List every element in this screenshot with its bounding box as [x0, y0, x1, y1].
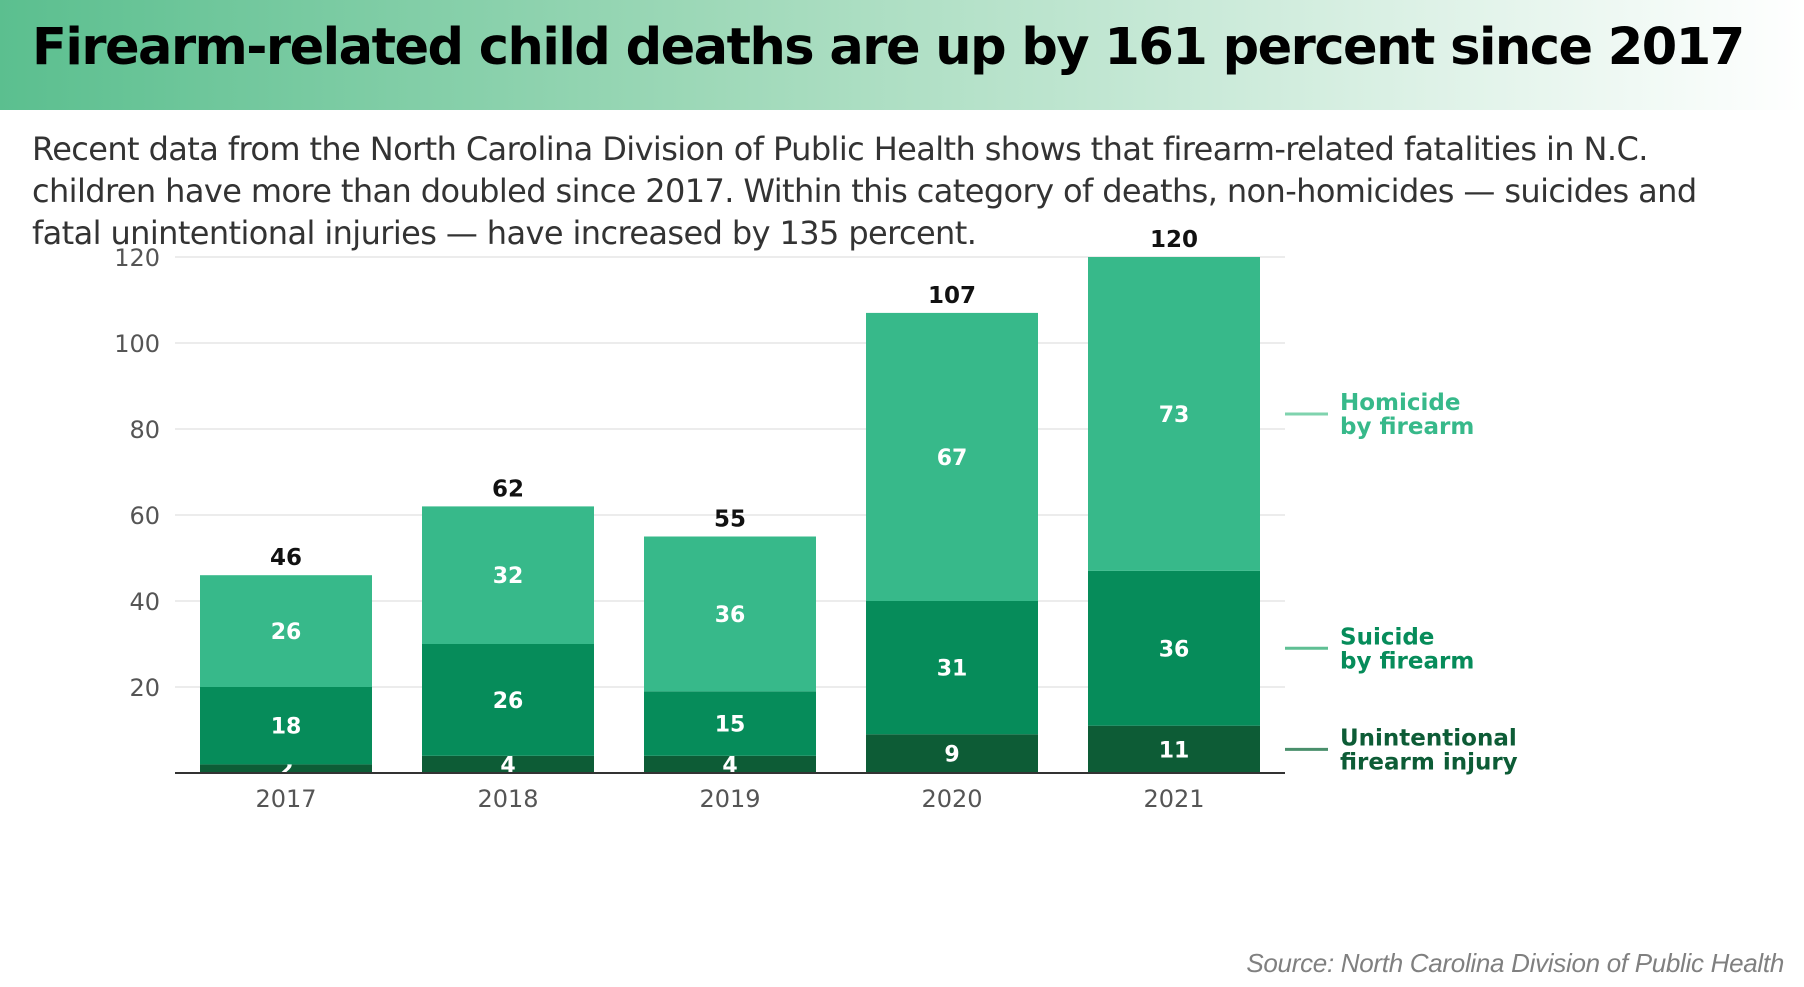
legend-homicide-label: Homicide: [1340, 390, 1460, 416]
total-label: 46: [270, 545, 302, 571]
source-note: Source: North Carolina Division of Publi…: [1246, 948, 1784, 978]
data-label: 32: [493, 564, 524, 589]
bar-segment-unintentional: [200, 764, 372, 773]
total-label: 120: [1150, 227, 1198, 253]
y-tick-label: 80: [129, 416, 160, 444]
bar-segment-homicide: [866, 312, 1038, 601]
bar-segment-homicide: [422, 506, 594, 644]
total-label: 55: [714, 507, 746, 533]
y-tick-label: 120: [114, 244, 160, 272]
bar-segment-unintentional: [644, 755, 816, 773]
y-tick-label: 60: [129, 502, 160, 530]
x-tick-label: 2017: [255, 785, 316, 813]
x-tick-label: 2021: [1143, 785, 1204, 813]
data-label: 4: [722, 753, 737, 778]
legend-suicide-label: Suicide: [1340, 624, 1434, 650]
bar-segment-suicide: [422, 644, 594, 756]
bar-segment-suicide: [644, 691, 816, 756]
bar-segment-homicide: [644, 536, 816, 692]
bar-segment-suicide: [200, 687, 372, 765]
legend-homicide-label: by firearm: [1340, 414, 1474, 440]
data-label: 36: [1159, 637, 1190, 662]
data-label: 9: [944, 743, 959, 768]
data-label: 26: [271, 620, 302, 645]
y-tick-label: 20: [129, 674, 160, 702]
bar-segment-unintentional: [422, 755, 594, 773]
chart-subtitle: Recent data from the North Carolina Divi…: [32, 130, 1697, 252]
data-label: 4: [500, 753, 515, 778]
x-tick-label: 2019: [699, 785, 760, 813]
data-label: 11: [1159, 738, 1190, 763]
data-label: 31: [937, 657, 968, 682]
title-banner: [0, 0, 1804, 110]
x-tick-label: 2020: [921, 785, 982, 813]
bar-segment-homicide: [200, 575, 372, 687]
data-label: 26: [493, 689, 524, 714]
y-tick-label: 40: [129, 588, 160, 616]
bar-segment-suicide: [866, 601, 1038, 735]
y-tick-label: 100: [114, 330, 160, 358]
data-label: 73: [1159, 403, 1190, 428]
bar-segment-homicide: [1088, 257, 1260, 571]
total-label: 107: [928, 283, 976, 309]
legend-suicide-label: by firearm: [1340, 648, 1474, 674]
x-tick-label: 2018: [477, 785, 538, 813]
bar-segment-suicide: [1088, 570, 1260, 726]
legend-unintentional-label: Unintentional: [1340, 725, 1517, 751]
bar-segment-unintentional: [1088, 725, 1260, 773]
total-label: 62: [492, 476, 524, 502]
data-label: 36: [715, 603, 746, 628]
data-label: 18: [271, 715, 302, 740]
data-label: 15: [715, 713, 746, 738]
legend-unintentional-label: firearm injury: [1340, 749, 1518, 775]
data-label: 67: [937, 446, 968, 471]
chart-title: Firearm-related child deaths are up by 1…: [32, 18, 1745, 77]
bar-segment-unintentional: [866, 734, 1038, 773]
